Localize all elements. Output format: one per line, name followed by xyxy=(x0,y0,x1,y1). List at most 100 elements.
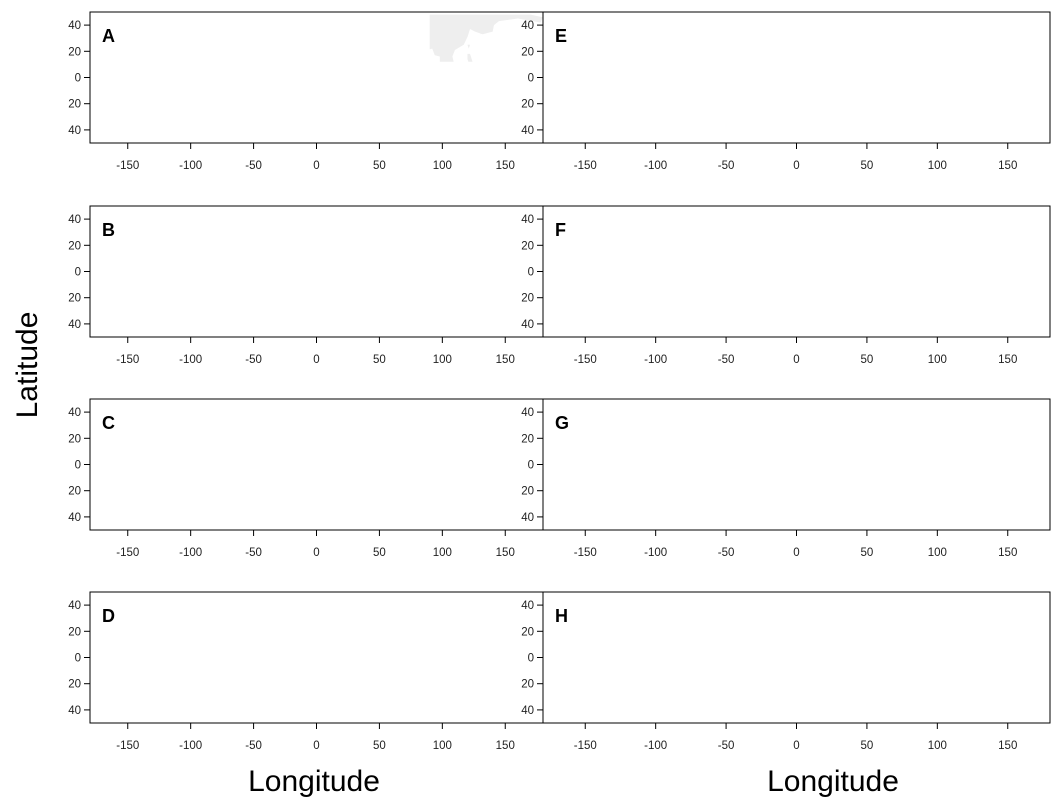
panel-label: F xyxy=(555,220,566,240)
y-tick-label: 40 xyxy=(68,600,81,612)
x-tick-label: 0 xyxy=(793,354,799,366)
panel-frame xyxy=(542,205,1051,338)
x-tick-label: -150 xyxy=(574,547,597,559)
y-tick-label: 20 xyxy=(68,626,81,638)
y-tick-label: 20 xyxy=(521,240,534,252)
y-tick-label: 40 xyxy=(68,20,81,32)
x-tick-label: -150 xyxy=(574,740,597,752)
x-tick-label: -50 xyxy=(245,160,262,172)
y-tick-label: 0 xyxy=(75,460,81,472)
map-panel-e: E 40 20 0 20 40 -150 -100 -50 0 50 100 150 xyxy=(521,11,1051,172)
x-tick-label: -100 xyxy=(644,547,667,559)
x-tick-label: 0 xyxy=(313,547,319,559)
y-tick-label: 20 xyxy=(521,679,534,691)
y-tick-label: 0 xyxy=(528,460,534,472)
x-tick-label: 0 xyxy=(313,740,319,752)
y-tick-label: 0 xyxy=(75,73,81,85)
x-tick-label: 50 xyxy=(861,354,874,366)
y-tick-label: 40 xyxy=(521,20,534,32)
x-tick-label: -150 xyxy=(116,354,139,366)
x-tick-label: 150 xyxy=(998,354,1017,366)
x-tick-label: 100 xyxy=(433,354,452,366)
map-panel-b: B 40 20 0 20 40 -150 -100 -50 0 50 100 150 xyxy=(68,205,544,366)
x-tick-label: 100 xyxy=(433,547,452,559)
land-mass xyxy=(105,402,543,530)
x-tick-label: -100 xyxy=(179,547,202,559)
x-tick-label: -100 xyxy=(644,740,667,752)
y-tick-label: 20 xyxy=(521,433,534,445)
y-tick-label: 0 xyxy=(528,267,534,279)
panel-label: A xyxy=(102,26,115,46)
land-mass xyxy=(429,14,543,62)
y-tick-label: 40 xyxy=(521,600,534,612)
x-tick-label: -150 xyxy=(574,160,597,172)
x-tick-label: 150 xyxy=(998,160,1017,172)
y-tick-label: 40 xyxy=(521,407,534,419)
x-tick-label: -50 xyxy=(718,160,735,172)
map-panel-c: C 40 20 0 20 40 -150 -100 -50 0 50 100 150 xyxy=(68,398,544,559)
y-tick-label: 20 xyxy=(521,486,534,498)
x-tick-label: -100 xyxy=(179,740,202,752)
y-axis-title: Latitude xyxy=(11,312,44,419)
x-tick-label: 50 xyxy=(861,160,874,172)
panel-frame xyxy=(542,591,1051,724)
x-tick-label: -50 xyxy=(245,740,262,752)
y-tick-label: 40 xyxy=(68,214,81,226)
x-tick-label: -150 xyxy=(116,547,139,559)
y-tick-label: 20 xyxy=(68,99,81,111)
y-tick-label: 20 xyxy=(521,293,534,305)
panel-label: E xyxy=(555,26,567,46)
y-tick-label: 40 xyxy=(68,125,81,137)
land-mass xyxy=(560,402,1050,530)
x-tick-label: 50 xyxy=(373,547,386,559)
x-tick-label: 100 xyxy=(928,354,947,366)
panel-frame xyxy=(89,205,544,338)
y-tick-label: 40 xyxy=(68,512,81,524)
x-tick-label: 150 xyxy=(496,547,515,559)
y-tick-label: 40 xyxy=(521,512,534,524)
map-panel-h: H 40 20 0 20 40 -150 -100 -50 0 50 100 150 xyxy=(521,591,1051,752)
x-tick-label: 50 xyxy=(373,160,386,172)
x-tick-label: 100 xyxy=(928,740,947,752)
y-tick-label: 20 xyxy=(68,46,81,58)
panel-label: D xyxy=(102,606,115,626)
land-mass xyxy=(560,209,1050,337)
panel-label: G xyxy=(555,413,569,433)
x-tick-label: 0 xyxy=(313,160,319,172)
y-tick-label: 40 xyxy=(521,319,534,331)
y-tick-label: 20 xyxy=(521,46,534,58)
x-tick-label: -50 xyxy=(718,354,735,366)
x-tick-label: -50 xyxy=(245,354,262,366)
x-tick-label: 100 xyxy=(928,160,947,172)
x-tick-label: -100 xyxy=(179,160,202,172)
x-tick-label: 100 xyxy=(928,547,947,559)
y-tick-label: 40 xyxy=(68,319,81,331)
y-tick-label: 40 xyxy=(521,705,534,717)
x-tick-label: 150 xyxy=(998,740,1017,752)
land-mass xyxy=(105,595,543,723)
panel-frame xyxy=(89,11,544,144)
x-tick-label: -100 xyxy=(179,354,202,366)
panel-frame xyxy=(542,11,1051,144)
x-axis-title-left: Longitude xyxy=(248,765,380,798)
y-tick-label: 0 xyxy=(528,73,534,85)
y-tick-label: 20 xyxy=(68,486,81,498)
y-tick-label: 20 xyxy=(68,293,81,305)
x-tick-label: 150 xyxy=(496,354,515,366)
panel-frame xyxy=(542,398,1051,531)
panel-label: B xyxy=(102,220,115,240)
x-tick-label: 150 xyxy=(998,547,1017,559)
x-tick-label: 100 xyxy=(433,740,452,752)
panel-frame xyxy=(89,398,544,531)
x-tick-label: -150 xyxy=(116,740,139,752)
y-tick-label: 20 xyxy=(68,679,81,691)
y-tick-label: 0 xyxy=(528,653,534,665)
map-panel-a: A 40 20 0 20 40 -150 -100 -50 0 50 100 150 xyxy=(68,11,544,172)
map-panel-d: D 40 20 0 20 40 -150 -100 -50 0 50 100 150 xyxy=(68,591,544,752)
x-tick-label: -100 xyxy=(644,354,667,366)
x-tick-label: 50 xyxy=(861,740,874,752)
x-tick-label: 50 xyxy=(373,740,386,752)
x-tick-label: -100 xyxy=(644,160,667,172)
x-tick-label: -50 xyxy=(718,547,735,559)
